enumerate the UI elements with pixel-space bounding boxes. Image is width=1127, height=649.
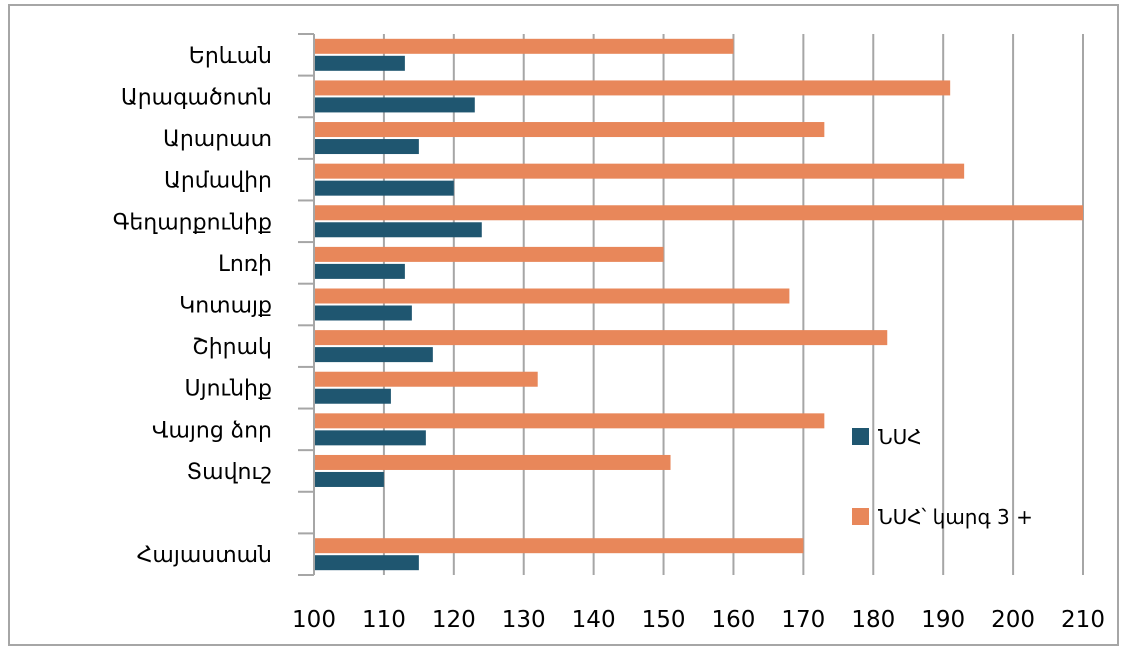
- x-tick-labels: 100 110 120 130 140 150 160 170 180 190 200 210: [292, 607, 1105, 633]
- bar-nsh: [314, 471, 384, 487]
- x-tick-label: 180: [851, 607, 895, 633]
- x-tick-label: 170: [781, 607, 825, 633]
- category-label: Շիրակ: [192, 335, 272, 360]
- bar-nsh-level3: [314, 454, 671, 470]
- bar-nsh: [314, 555, 419, 571]
- x-tick-label: 130: [502, 607, 546, 633]
- bar-nsh-level3: [314, 163, 965, 179]
- legend: ՆՍՀ ՆՍՀ՝ կարգ 3 +: [852, 425, 1033, 529]
- bar-nsh-level3: [314, 246, 664, 262]
- x-tick-label: 160: [712, 607, 756, 633]
- x-tick-label: 210: [1061, 607, 1105, 633]
- bar-nsh: [314, 139, 419, 155]
- category-label: Սյունիք: [185, 377, 272, 402]
- category-label: Կոտայք: [179, 294, 272, 319]
- x-tick-label: 140: [572, 607, 616, 633]
- category-label: Արարատ: [163, 127, 272, 152]
- category-label: Երևան: [189, 44, 272, 69]
- bar-nsh-level3: [314, 38, 734, 54]
- bar-nsh: [314, 430, 426, 446]
- category-label: Վայոց ձոր: [152, 418, 272, 443]
- bar-nsh: [314, 222, 482, 238]
- category-axis: Երևան Արագածոտն Արարատ Արմավիր Գեղարքունիք Լո…: [113, 33, 315, 576]
- legend-label-nsh-level3: ՆՍՀ՝ կարգ 3 +: [878, 505, 1033, 529]
- bar-nsh-level3: [314, 122, 825, 138]
- bars: [314, 38, 1083, 571]
- category-label: Արմավիր: [164, 169, 272, 194]
- category-label: Տավուշ: [187, 460, 272, 485]
- bar-nsh-level3: [314, 80, 951, 96]
- x-tick-label: 200: [991, 607, 1035, 633]
- bar-nsh-level3: [314, 330, 888, 346]
- x-tick-label: 100: [292, 607, 336, 633]
- bar-nsh: [314, 180, 454, 196]
- category-label: Արագածոտն: [121, 85, 272, 110]
- legend-label-nsh: ՆՍՀ: [878, 425, 922, 449]
- grid-lines: [313, 34, 1084, 575]
- bar-nsh: [314, 388, 391, 404]
- bar-nsh-level3: [314, 413, 825, 429]
- bar-nsh: [314, 347, 433, 363]
- bar-nsh-level3: [314, 205, 1083, 221]
- legend-swatch-nsh: [852, 428, 869, 445]
- x-tick-label: 120: [432, 607, 476, 633]
- x-tick-label: 190: [921, 607, 965, 633]
- bar-nsh: [314, 55, 405, 71]
- bar-nsh: [314, 97, 475, 113]
- bar-nsh-level3: [314, 538, 804, 554]
- x-tick-label: 150: [642, 607, 686, 633]
- bar-nsh: [314, 305, 412, 321]
- category-label: Հայաստան: [137, 543, 272, 568]
- category-label: Լոռի: [218, 252, 272, 277]
- legend-swatch-nsh-level3: [852, 508, 869, 525]
- category-label: Գեղարքունիք: [113, 210, 272, 235]
- bar-nsh-level3: [314, 288, 790, 304]
- bar-nsh: [314, 263, 405, 279]
- bar-nsh-level3: [314, 371, 538, 387]
- x-tick-label: 110: [362, 607, 406, 633]
